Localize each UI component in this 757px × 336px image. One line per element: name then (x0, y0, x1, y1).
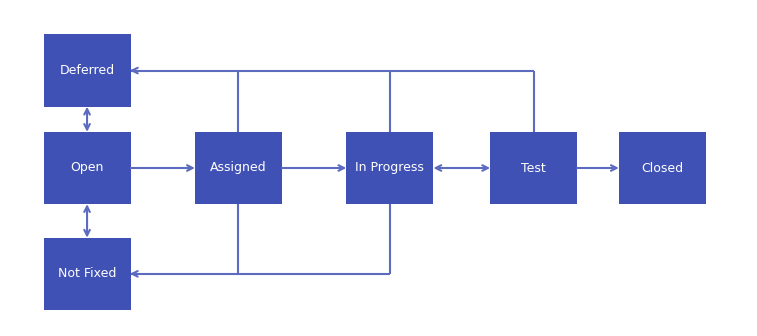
FancyArrowPatch shape (577, 165, 616, 171)
Text: Assigned: Assigned (210, 162, 266, 174)
FancyArrowPatch shape (84, 206, 90, 236)
FancyArrowPatch shape (132, 68, 138, 73)
FancyBboxPatch shape (44, 132, 131, 204)
Text: Deferred: Deferred (60, 64, 114, 77)
Text: Open: Open (70, 162, 104, 174)
FancyBboxPatch shape (44, 35, 131, 107)
FancyArrowPatch shape (132, 271, 138, 277)
Text: In Progress: In Progress (356, 162, 424, 174)
FancyArrowPatch shape (84, 109, 90, 130)
Text: Not Fixed: Not Fixed (58, 267, 117, 280)
FancyBboxPatch shape (491, 132, 577, 204)
FancyBboxPatch shape (346, 132, 433, 204)
FancyBboxPatch shape (44, 238, 131, 310)
FancyArrowPatch shape (282, 165, 344, 171)
FancyArrowPatch shape (436, 165, 488, 171)
Text: Test: Test (522, 162, 546, 174)
FancyBboxPatch shape (619, 132, 706, 204)
FancyArrowPatch shape (131, 165, 192, 171)
Text: Closed: Closed (641, 162, 684, 174)
FancyBboxPatch shape (195, 132, 282, 204)
